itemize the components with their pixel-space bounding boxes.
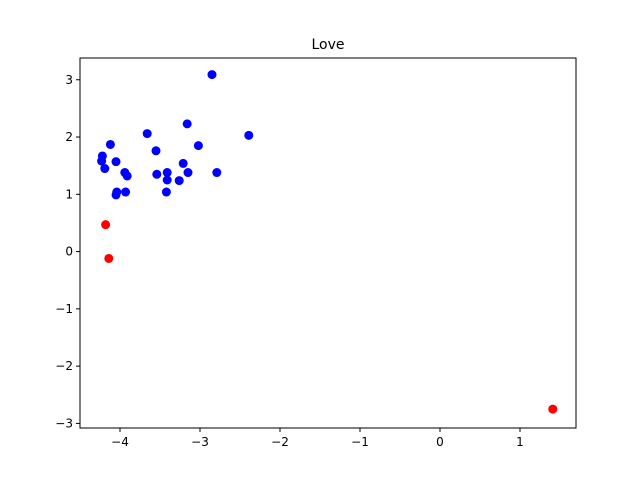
scatter-point <box>207 70 217 80</box>
scatter-point <box>121 187 131 197</box>
x-tick-label: −4 <box>111 435 129 449</box>
y-tick-label: 2 <box>65 130 73 144</box>
x-tick-label: −3 <box>191 435 209 449</box>
scatter-point <box>162 168 172 178</box>
y-tick-label: −3 <box>55 416 73 430</box>
scatter-point <box>101 220 111 230</box>
scatter-point <box>122 171 132 181</box>
scatter-point <box>193 141 203 151</box>
scatter-point <box>100 164 110 174</box>
scatter-point <box>152 169 162 179</box>
y-tick-label: −2 <box>55 359 73 373</box>
y-tick-label: 3 <box>65 73 73 87</box>
scatter-point <box>142 129 152 139</box>
scatter-point <box>151 146 161 156</box>
x-tick-label: −1 <box>351 435 369 449</box>
scatter-point <box>111 190 121 200</box>
scatter-point <box>174 176 184 186</box>
scatter-point <box>244 130 254 140</box>
y-tick-label: −1 <box>55 302 73 316</box>
scatter-point <box>182 119 192 129</box>
points-layer <box>97 70 558 414</box>
y-axis: −3 −2 −1 0 1 2 3 <box>55 73 80 430</box>
x-tick-label: −2 <box>271 435 289 449</box>
scatter-point <box>183 168 193 178</box>
scatter-point <box>161 187 171 197</box>
plot-frame <box>79 57 577 429</box>
x-tick-label: 1 <box>516 435 524 449</box>
x-axis: −4 −3 −2 −1 0 1 <box>111 428 524 449</box>
scatter-point <box>97 156 107 166</box>
y-tick-label: 0 <box>65 245 73 259</box>
scatter-point <box>548 404 558 414</box>
chart-title: Love <box>311 37 344 53</box>
y-tick-label: 1 <box>65 187 73 201</box>
scatter-point <box>111 157 121 167</box>
scatter-point <box>105 139 115 149</box>
scatter-point <box>212 168 222 178</box>
scatter-point <box>162 175 172 185</box>
scatter-point <box>178 158 188 168</box>
x-tick-label: 0 <box>436 435 444 449</box>
scatter-point <box>104 253 114 263</box>
